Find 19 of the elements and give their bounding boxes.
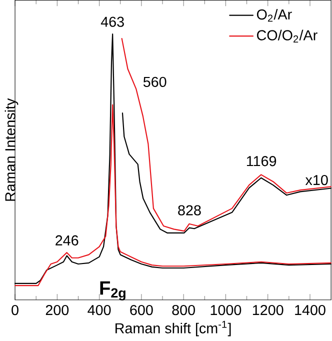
x-tick-label: 600: [130, 304, 154, 316]
y-axis-title: Raman Intensity: [4, 98, 18, 201]
x-axis-title: Raman shift [cm$^{-1}$]: [116, 320, 231, 336]
annotation: 463: [101, 16, 124, 27]
x-tick-label: 1400: [295, 304, 326, 316]
x-tick-label: 1000: [211, 304, 242, 316]
x-tick-label: 800: [172, 304, 196, 316]
annotation: x10: [306, 174, 328, 186]
annotation: 246: [56, 235, 78, 246]
x-tick-label: 0: [12, 304, 19, 316]
annotation: F$_{2g}$: [100, 281, 126, 300]
legend-label: O$_{2}$/Ar: [257, 9, 292, 22]
legend-label: CO/O$_{2}$/Ar: [257, 30, 318, 42]
annotation: 1169: [247, 156, 276, 166]
x-tick-label: 200: [46, 304, 69, 316]
annotation: 560: [144, 76, 166, 87]
annotation: 828: [178, 205, 202, 216]
x-tick-label: 1200: [253, 304, 284, 316]
x-tick-label: 400: [88, 304, 111, 316]
